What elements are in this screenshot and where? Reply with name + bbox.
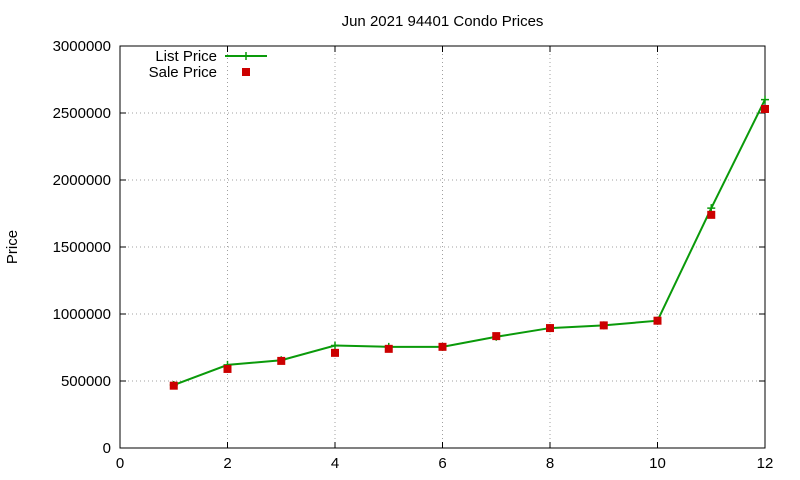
data-point — [169, 381, 178, 390]
series-sale-price — [169, 104, 769, 390]
x-tick-label: 12 — [757, 455, 774, 472]
legend-label: Sale Price — [149, 64, 217, 81]
axes: 0 2 4 6 8 10 12 0 500000 1000000 1500000 2000000 250… — [53, 38, 774, 472]
y-tick-label: 1000000 — [53, 306, 111, 323]
data-point — [492, 332, 501, 341]
grid — [120, 46, 765, 448]
data-point — [331, 341, 339, 350]
data-point — [707, 204, 716, 213]
legend-item: Sale Price — [149, 64, 250, 81]
x-tick-label: 8 — [546, 455, 554, 472]
y-tick-label: 1500000 — [53, 239, 111, 256]
legend-item: List Price — [155, 48, 267, 65]
legend-point-swatch — [242, 68, 250, 76]
data-point — [653, 316, 662, 325]
x-tick-label: 0 — [116, 455, 124, 472]
data-point — [223, 364, 232, 373]
x-tick-label: 10 — [649, 455, 666, 472]
data-point — [546, 324, 554, 333]
y-tick-label: 500000 — [61, 373, 111, 390]
data-point — [761, 104, 769, 113]
series-line — [173, 99, 766, 386]
y-tick-label: 2500000 — [53, 105, 111, 122]
data-point — [438, 342, 447, 351]
y-tick-label: 0 — [103, 440, 111, 457]
data-point — [331, 348, 339, 357]
y-tick-label: 3000000 — [53, 38, 111, 55]
legend-point-swatch — [242, 52, 250, 60]
data-point — [707, 210, 716, 219]
data-point — [599, 321, 608, 330]
legend-label: List Price — [155, 48, 217, 65]
data-point — [277, 356, 286, 365]
data-point — [761, 95, 769, 104]
x-tick-label: 6 — [438, 455, 446, 472]
series-list-price — [169, 95, 769, 390]
y-tick-label: 2000000 — [53, 172, 111, 189]
x-tick-label: 4 — [331, 455, 339, 472]
chart-title: Jun 2021 94401 Condo Prices — [342, 13, 544, 30]
data-point — [384, 344, 393, 353]
series — [169, 95, 769, 390]
x-tick-label: 2 — [223, 455, 231, 472]
y-axis-label: Price — [4, 230, 21, 264]
